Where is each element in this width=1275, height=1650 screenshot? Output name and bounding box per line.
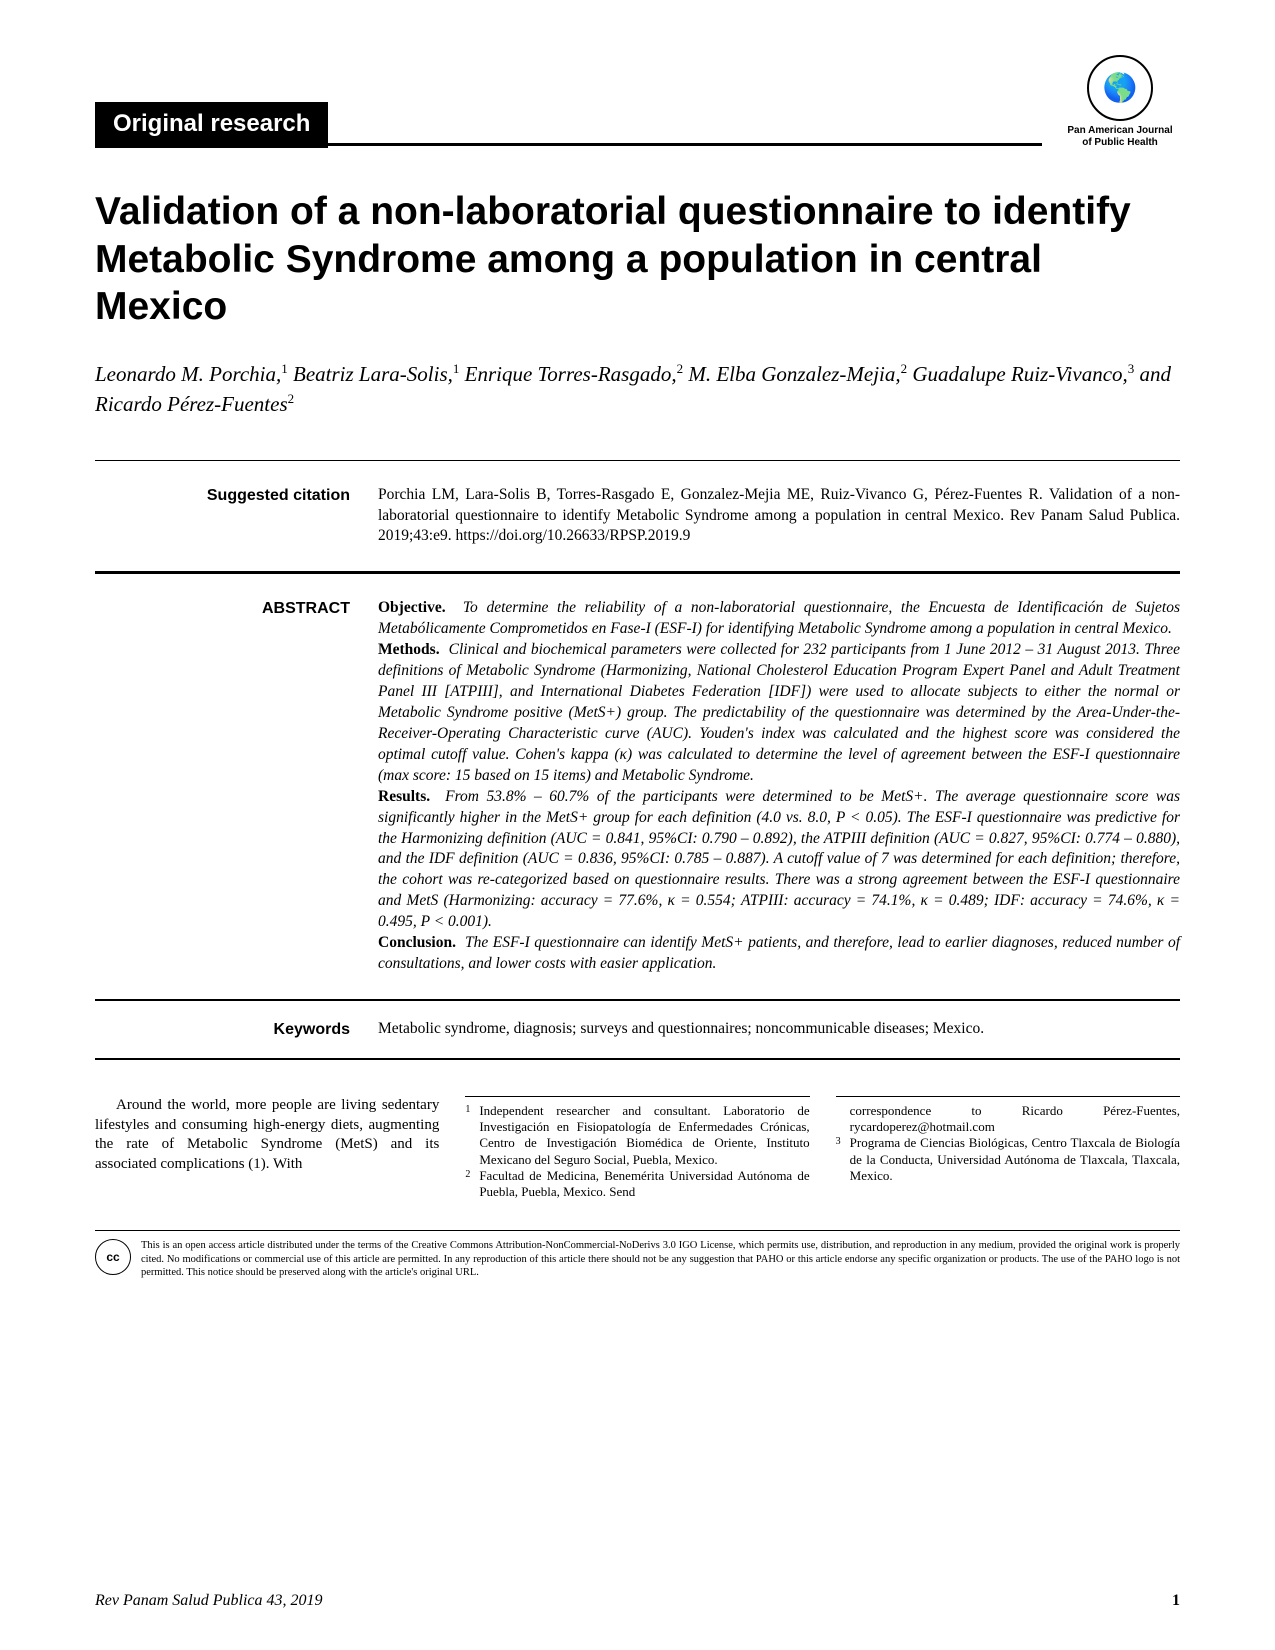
license-row: cc This is an open access article distri…: [95, 1230, 1180, 1278]
license-text: This is an open access article distribut…: [141, 1239, 1180, 1278]
affiliation-item: correspondence to Ricardo Pérez-Fuentes,…: [836, 1103, 1180, 1136]
affiliation-item: 3Programa de Ciencias Biológicas, Centro…: [836, 1135, 1180, 1184]
footer: Rev Panam Salud Publica 43, 2019 1: [95, 1592, 1180, 1610]
article-type-badge: Original research: [95, 102, 328, 148]
affiliation-item: 2Facultad de Medicina, Benemérita Univer…: [465, 1168, 809, 1201]
intro-paragraph: Around the world, more people are living…: [95, 1096, 439, 1201]
page-number: 1: [1172, 1592, 1180, 1610]
citation-row: Suggested citation Porchia LM, Lara-Soli…: [95, 485, 1180, 548]
affiliations-col-1: 1Independent researcher and consultant. …: [465, 1096, 809, 1201]
abstract-row: ABSTRACT Objective. To determine the rel…: [95, 598, 1180, 975]
abstract-text: Objective. To determine the reliability …: [378, 598, 1180, 975]
affiliations-col-2: correspondence to Ricardo Pérez-Fuentes,…: [836, 1096, 1180, 1201]
abstract-label: ABSTRACT: [95, 598, 378, 975]
journal-name: Pan American Journal of Public Health: [1060, 125, 1180, 148]
body-columns: Around the world, more people are living…: [95, 1096, 1180, 1201]
journal-logo-icon: 🌎: [1087, 55, 1153, 121]
header-rule: [328, 143, 1042, 146]
keywords-row: Keywords Metabolic syndrome, diagnosis; …: [95, 1019, 1180, 1040]
rule: [95, 460, 1180, 461]
journal-block: 🌎 Pan American Journal of Public Health: [1060, 55, 1180, 148]
cc-icon: cc: [95, 1239, 131, 1275]
affiliation-item: 1Independent researcher and consultant. …: [465, 1103, 809, 1168]
keywords-text: Metabolic syndrome, diagnosis; surveys a…: [378, 1019, 1180, 1040]
article-title: Validation of a non-laboratorial questio…: [95, 188, 1180, 331]
citation-text: Porchia LM, Lara-Solis B, Torres-Rasgado…: [378, 485, 1180, 548]
rule: [95, 571, 1180, 574]
citation-label: Suggested citation: [95, 485, 378, 548]
authors: Leonardo M. Porchia,1 Beatriz Lara-Solis…: [95, 359, 1180, 420]
footer-journal: Rev Panam Salud Publica 43, 2019: [95, 1592, 323, 1610]
keywords-label: Keywords: [95, 1019, 378, 1040]
rule: [95, 999, 1180, 1001]
header: Original research 🌎 Pan American Journal…: [95, 55, 1180, 148]
rule: [95, 1058, 1180, 1060]
page: Original research 🌎 Pan American Journal…: [0, 0, 1275, 1650]
